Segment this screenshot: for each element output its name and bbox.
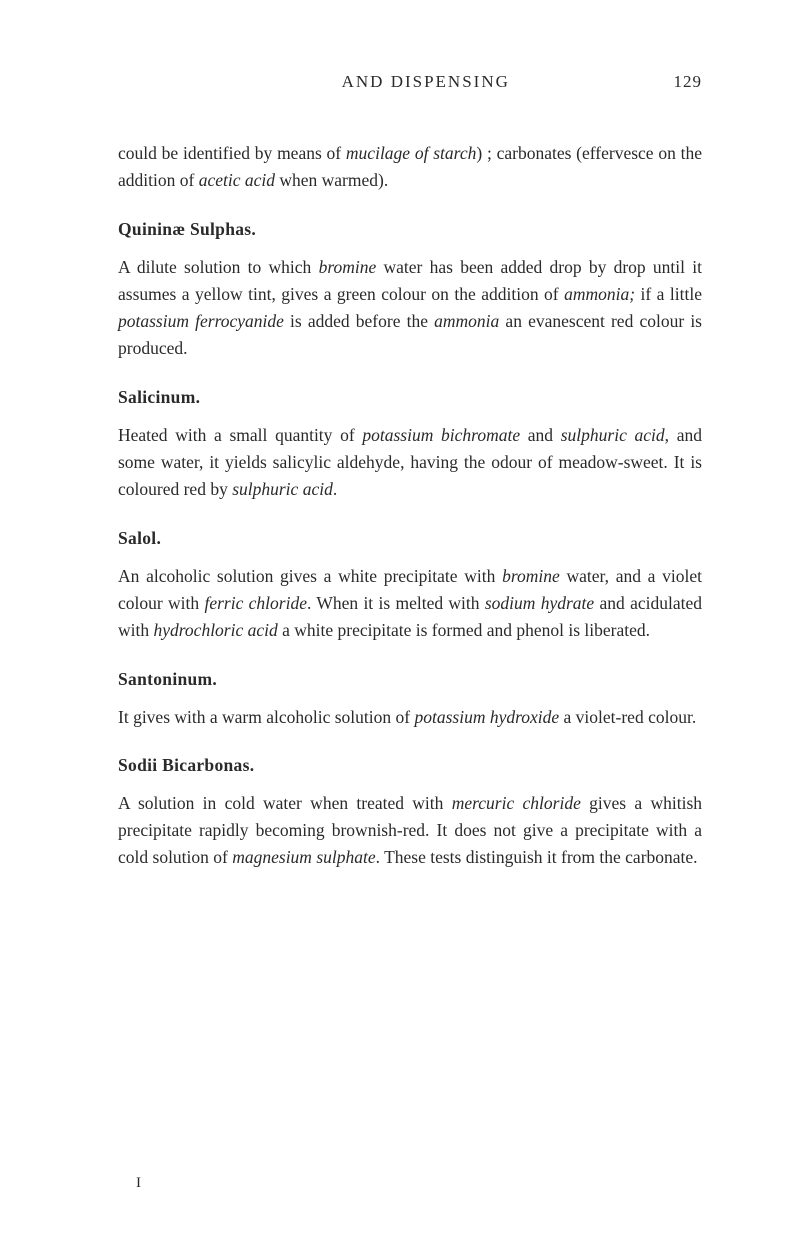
- section-heading-salicinum: Salicinum.: [118, 387, 702, 408]
- italic-term: potassium hydroxide: [414, 707, 559, 727]
- italic-term: potassium bichromate: [362, 425, 520, 445]
- text: An alcoholic solution gives a white prec…: [118, 566, 502, 586]
- santoninum-paragraph: It gives with a warm alcoholic solution …: [118, 704, 702, 731]
- signature-marker: I: [136, 1175, 141, 1192]
- section-heading-salol: Salol.: [118, 528, 702, 549]
- italic-term: sodium hydrate: [485, 593, 594, 613]
- italic-term: bromine: [502, 566, 560, 586]
- section-heading-sodii: Sodii Bicarbonas.: [118, 755, 702, 776]
- quininae-paragraph: A dilute solution to which bromine water…: [118, 254, 702, 363]
- text: a white precipitate is formed and phenol…: [278, 620, 650, 640]
- italic-term: hydrochloric acid: [154, 620, 278, 640]
- text: could be identified by means of: [118, 143, 346, 163]
- text: A solution in cold water when treated wi…: [118, 793, 452, 813]
- text: .: [333, 479, 337, 499]
- running-title: AND DISPENSING: [178, 72, 674, 92]
- page-header: AND DISPENSING 129: [118, 72, 702, 92]
- italic-term: ammonia: [434, 311, 499, 331]
- page-number: 129: [674, 72, 703, 92]
- italic-term: bromine: [319, 257, 377, 277]
- text: if a little: [635, 284, 702, 304]
- italic-term: ammonia;: [564, 284, 635, 304]
- text: . These tests distinguish it from the ca…: [376, 847, 698, 867]
- italic-term: potassium ferrocyanide: [118, 311, 284, 331]
- italic-term: ferric chloride: [204, 593, 307, 613]
- italic-term: mercuric chloride: [452, 793, 581, 813]
- text: a violet-red colour.: [559, 707, 696, 727]
- section-heading-quininae: Quininæ Sulphas.: [118, 219, 702, 240]
- intro-paragraph: could be identified by means of mucilage…: [118, 140, 702, 195]
- salicinum-paragraph: Heated with a small quantity of potassiu…: [118, 422, 702, 504]
- sodii-paragraph: A solution in cold water when treated wi…: [118, 790, 702, 872]
- section-heading-santoninum: Santoninum.: [118, 669, 702, 690]
- italic-term: acetic acid: [199, 170, 275, 190]
- text: . When it is melted with: [307, 593, 485, 613]
- text: is added before the: [284, 311, 434, 331]
- italic-term: sulphuric acid: [232, 479, 333, 499]
- text: Heated with a small quantity of: [118, 425, 362, 445]
- text: A dilute solution to which: [118, 257, 319, 277]
- italic-term: magnesium sulphate: [232, 847, 375, 867]
- italic-term: mucilage of starch: [346, 143, 476, 163]
- italic-term: sulphuric acid: [561, 425, 665, 445]
- text: when warmed).: [275, 170, 388, 190]
- salol-paragraph: An alcoholic solution gives a white prec…: [118, 563, 702, 645]
- text: It gives with a warm alcoholic solution …: [118, 707, 414, 727]
- text: and: [520, 425, 561, 445]
